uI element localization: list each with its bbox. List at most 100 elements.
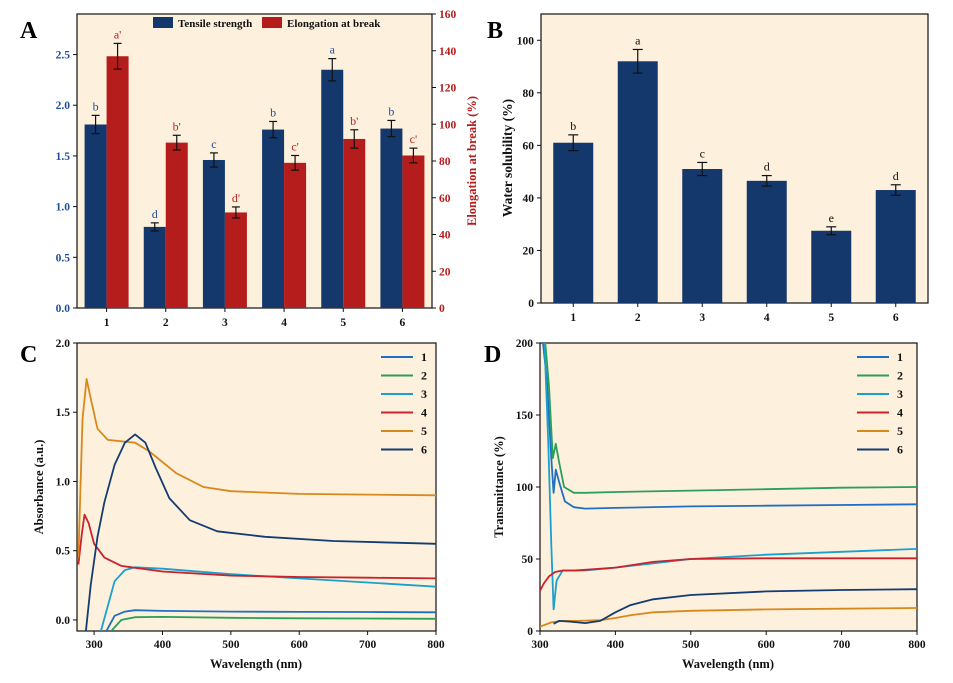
legend-label-3: 3	[421, 387, 427, 401]
y-tick-label: 100	[517, 35, 535, 47]
bar-solubility	[746, 180, 787, 303]
legend-label-1: 1	[421, 350, 427, 364]
y-tick-label: 200	[516, 338, 534, 350]
bar-elongation	[224, 212, 247, 308]
legend-c: 1 2 3 4 5 6	[381, 350, 427, 457]
series-line-2	[544, 343, 917, 494]
y-axis-label-d: Transmittance (%)	[492, 436, 506, 537]
y-tick-label: 0.0	[56, 303, 71, 315]
panel-c: C 300 400 500 600 700 800 0.0 0.5 1.0 1.5 2.0 Wave…	[20, 338, 445, 671]
x-tick-label: 300	[531, 639, 549, 651]
y-tick-label: 50	[522, 554, 534, 566]
bar-elongation	[165, 142, 188, 308]
legend-label-4: 4	[897, 406, 903, 420]
y2-tick-label: 100	[439, 119, 457, 131]
bar-solubility	[875, 190, 916, 303]
bar-elongation	[343, 138, 366, 308]
legend-label-2: 2	[421, 369, 427, 383]
significance-letter: e	[829, 211, 834, 225]
x-tick-label: 800	[908, 639, 926, 651]
significance-letter: b'	[173, 119, 181, 133]
legend-a: Tensile strength Elongation at break	[153, 17, 381, 30]
series-line-3	[100, 566, 436, 631]
chart-c-marks	[77, 378, 436, 631]
bar-solubility	[811, 230, 852, 303]
y-tick-label: 150	[516, 410, 534, 422]
legend-label-elongation: Elongation at break	[287, 18, 381, 30]
significance-letter: b'	[350, 114, 358, 128]
x-tick-label: 1	[104, 317, 110, 329]
x-tick-label: 400	[154, 639, 172, 651]
y2-tick-label: 160	[439, 9, 457, 21]
x-axis-label-c: Wavelength (nm)	[210, 657, 302, 671]
series-line-1	[542, 343, 917, 510]
chart-d-marks	[540, 343, 917, 628]
significance-letter: b	[93, 99, 99, 113]
x-tick-label: 400	[607, 639, 625, 651]
significance-letter: c'	[291, 139, 299, 153]
legend-label-2: 2	[897, 369, 903, 383]
bar-tensile	[380, 128, 403, 308]
legend-label-4: 4	[421, 406, 427, 420]
x-tick-label: 6	[893, 312, 899, 324]
significance-letter: b	[270, 105, 276, 119]
y-tick-label: 0.5	[56, 252, 71, 264]
bar-tensile	[262, 129, 285, 308]
y-tick-label: 20	[523, 245, 535, 257]
significance-letter: a	[635, 33, 641, 47]
series-line-6	[85, 433, 436, 631]
bar-tensile	[202, 159, 225, 308]
y2-tick-label: 0	[439, 303, 445, 315]
series-line-2	[110, 616, 436, 631]
chart-d-axes: 300 400 500 600 700 800 0 50 100 150 200	[516, 338, 926, 651]
legend-d: 1 2 3 4 5 6	[857, 350, 903, 457]
y-tick-label: 60	[523, 140, 535, 152]
plot-area-b	[540, 13, 929, 304]
bar-solubility	[553, 142, 594, 303]
x-tick-label: 700	[833, 639, 851, 651]
significance-letter: b	[388, 104, 394, 118]
significance-letter: a	[330, 43, 336, 57]
x-tick-label: 2	[635, 312, 641, 324]
x-tick-label: 600	[291, 639, 309, 651]
y-tick-label: 0.0	[56, 615, 71, 627]
bar-elongation	[106, 56, 129, 309]
legend-label-tensile: Tensile strength	[178, 18, 252, 30]
significance-letter: d	[893, 169, 899, 183]
y-tick-label: 0.5	[56, 546, 71, 558]
panel-label-c: C	[20, 342, 37, 368]
significance-letter: d	[152, 207, 158, 221]
legend-label-1: 1	[897, 350, 903, 364]
legend-label-6: 6	[421, 443, 427, 457]
significance-letter: c'	[410, 132, 418, 146]
significance-letter: d	[764, 160, 770, 174]
series-line-6	[553, 588, 917, 625]
series-line-5	[77, 378, 436, 558]
legend-swatch-tensile	[153, 17, 173, 28]
x-tick-label: 4	[281, 317, 287, 329]
y-tick-label: 80	[523, 88, 535, 100]
y-tick-label: 2.5	[56, 50, 71, 62]
bar-elongation	[284, 162, 307, 308]
chart-a-marks: b a' d b' c d' b c' a b' b c'	[84, 27, 425, 309]
x-tick-label: 5	[828, 312, 834, 324]
x-tick-label: 5	[340, 317, 346, 329]
x-axis-label-d: Wavelength (nm)	[682, 657, 774, 671]
y-tick-label: 1.5	[56, 151, 71, 163]
y-axis-label-b: Water solubility (%)	[500, 99, 515, 217]
y-tick-label: 40	[523, 193, 535, 205]
x-tick-label: 500	[222, 639, 240, 651]
significance-letter: b	[570, 119, 576, 133]
chart-b-marks: b a c d e d	[553, 33, 916, 303]
y-tick-label: 100	[516, 482, 534, 494]
x-tick-label: 3	[222, 317, 228, 329]
x-tick-label: 700	[359, 639, 377, 651]
x-tick-label: 300	[85, 639, 103, 651]
y-tick-label: 1.0	[56, 476, 71, 488]
x-tick-label: 4	[764, 312, 770, 324]
x-tick-label: 600	[758, 639, 776, 651]
chart-a-axes: 1 2 3 4 5 6 0.0 0.5 1.0 1.5 2.0 2.5 0 20 40 60 80 100 120 1…	[56, 9, 457, 329]
y2-tick-label: 120	[439, 83, 457, 95]
